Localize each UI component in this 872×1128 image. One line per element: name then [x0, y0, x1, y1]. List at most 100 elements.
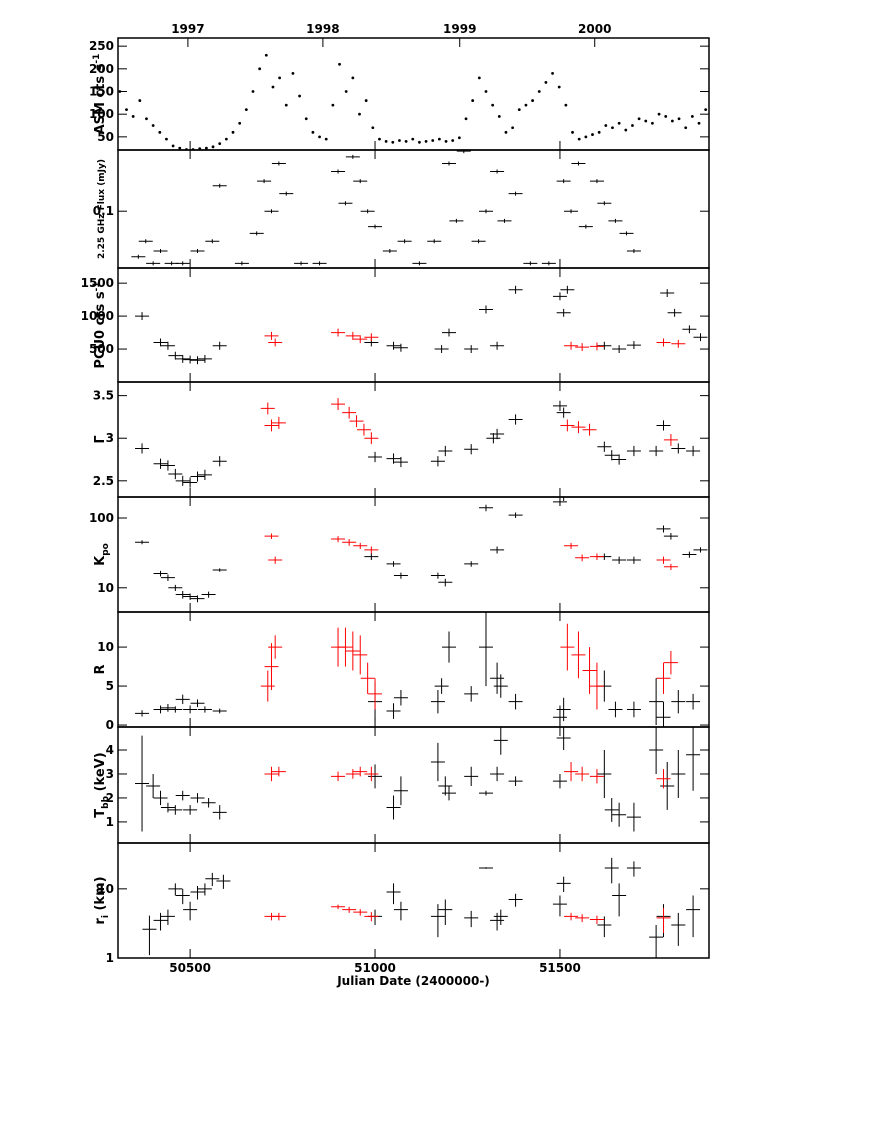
- data-point: [511, 126, 515, 130]
- data-point: [631, 124, 634, 127]
- y-tick-label: 150: [89, 85, 114, 99]
- data-point: [291, 71, 295, 75]
- data-point: [591, 133, 594, 136]
- error-cross: [212, 805, 227, 820]
- error-cross: [271, 416, 286, 429]
- data-point: [491, 103, 495, 107]
- y-label-unit: (keV): [93, 752, 108, 796]
- error-cross: [294, 261, 309, 266]
- error-cross: [212, 456, 227, 467]
- error-cross: [508, 776, 523, 786]
- error-cross: [541, 261, 556, 266]
- error-cross: [649, 678, 664, 726]
- data-point: [278, 76, 282, 80]
- y-tick-label: 100: [89, 107, 114, 121]
- error-cross: [663, 532, 678, 540]
- data-point: [218, 142, 222, 146]
- data-point: [371, 126, 375, 130]
- error-cross: [331, 328, 346, 337]
- error-cross: [686, 445, 701, 457]
- y-label-text: PCU0 cts s: [93, 291, 108, 368]
- error-cross: [626, 861, 641, 877]
- error-cross: [349, 415, 364, 428]
- error-cross: [160, 909, 175, 926]
- error-cross: [656, 662, 671, 694]
- error-cross: [331, 771, 346, 782]
- error-cross: [271, 766, 286, 777]
- error-cross: [364, 333, 379, 342]
- data-point: [178, 146, 182, 150]
- y-label-text: 2.25 GHz Flux (mJy): [97, 159, 107, 259]
- data-point: [577, 137, 581, 141]
- error-cross: [578, 224, 593, 229]
- y-tick-label: 2.5: [93, 474, 114, 488]
- error-cross: [212, 341, 227, 350]
- data-point: [517, 108, 521, 112]
- error-cross: [626, 701, 641, 718]
- error-cross: [430, 904, 445, 938]
- error-cross: [183, 593, 198, 600]
- error-cross: [571, 631, 586, 679]
- error-cross: [386, 703, 401, 719]
- error-cross: [153, 705, 168, 714]
- error-cross: [626, 445, 641, 457]
- error-cross: [331, 904, 346, 910]
- error-cross: [386, 795, 401, 820]
- error-cross: [190, 356, 205, 365]
- data-point: [351, 76, 355, 80]
- error-cross: [497, 218, 512, 223]
- error-cross: [353, 179, 368, 184]
- error-cross: [135, 735, 150, 832]
- error-cross: [412, 261, 427, 266]
- error-cross: [552, 400, 567, 411]
- data-point: [597, 130, 601, 134]
- data-point: [624, 128, 628, 132]
- error-cross: [168, 351, 183, 360]
- error-cross: [589, 915, 604, 925]
- error-cross: [386, 561, 401, 567]
- error-cross: [264, 331, 279, 340]
- error-cross: [523, 261, 538, 266]
- error-cross: [397, 239, 412, 244]
- data-point: [338, 62, 341, 66]
- error-cross: [604, 857, 619, 884]
- error-cross: [427, 239, 442, 244]
- error-cross: [271, 161, 286, 166]
- data-point: [524, 103, 528, 107]
- error-cross: [442, 161, 457, 166]
- y-label-text: r: [93, 918, 108, 925]
- error-cross: [368, 451, 383, 463]
- error-cross: [671, 339, 686, 348]
- y-label-sup: -1: [92, 281, 102, 291]
- error-cross: [656, 556, 671, 564]
- error-cross: [552, 895, 567, 917]
- data-point: [125, 108, 128, 112]
- data-point: [331, 103, 335, 107]
- error-cross: [382, 248, 397, 253]
- data-point: [431, 139, 435, 142]
- y-tick-label: 50: [97, 130, 114, 144]
- data-point: [318, 135, 321, 139]
- error-cross: [560, 285, 575, 294]
- error-cross: [575, 766, 590, 782]
- data-point: [537, 90, 541, 93]
- error-cross: [438, 776, 453, 796]
- data-point: [358, 112, 361, 116]
- error-cross: [456, 150, 471, 154]
- data-point: [158, 130, 162, 134]
- error-cross: [168, 584, 183, 591]
- error-cross: [342, 406, 357, 419]
- data-point: [171, 144, 175, 148]
- error-cross: [268, 338, 283, 347]
- data-point: [378, 137, 381, 141]
- error-cross: [589, 769, 604, 784]
- error-cross: [560, 623, 575, 671]
- error-cross: [364, 432, 379, 445]
- error-cross: [556, 727, 571, 751]
- error-cross: [464, 345, 479, 354]
- error-cross: [338, 201, 353, 206]
- y-label-text: Γ: [93, 435, 108, 443]
- error-cross: [597, 201, 612, 206]
- error-cross: [264, 533, 279, 540]
